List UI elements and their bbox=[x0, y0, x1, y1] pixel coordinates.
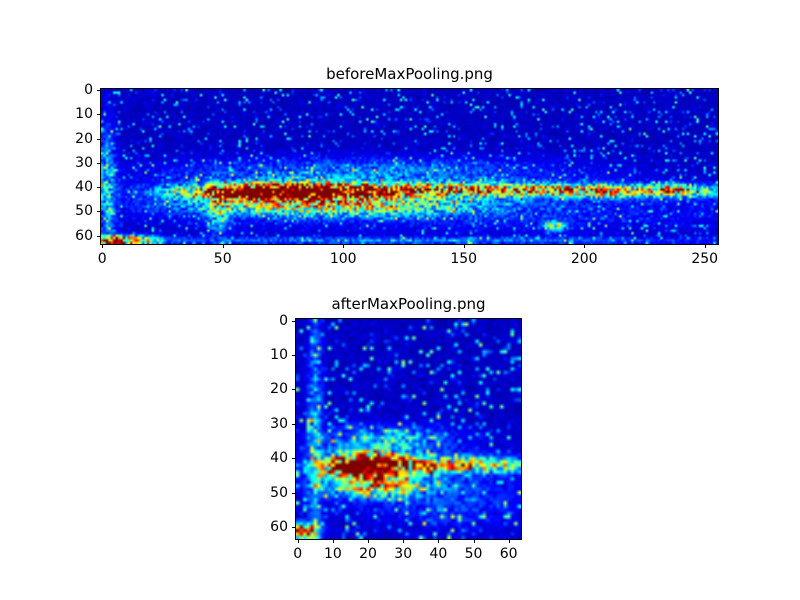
y-tick-mark bbox=[292, 458, 296, 460]
x-tick-mark bbox=[438, 539, 440, 543]
y-tick-mark bbox=[97, 162, 101, 164]
x-tick-mark bbox=[704, 244, 706, 248]
after-maxpooling-heatmap-image bbox=[296, 319, 521, 539]
y-tick-mark bbox=[292, 320, 296, 322]
y-tick-mark bbox=[97, 138, 101, 140]
x-tick-mark bbox=[102, 244, 104, 248]
x-tick-label: 60 bbox=[499, 546, 518, 562]
y-tick-label: 20 bbox=[270, 381, 288, 398]
y-tick-mark bbox=[292, 492, 296, 494]
y-tick-label: 40 bbox=[270, 450, 288, 467]
x-tick-mark bbox=[297, 539, 299, 543]
x-tick-label: 150 bbox=[450, 251, 478, 267]
y-tick-label: 50 bbox=[75, 203, 93, 220]
y-tick-label: 0 bbox=[279, 312, 288, 329]
y-tick-mark bbox=[97, 235, 101, 237]
y-tick-label: 30 bbox=[270, 415, 288, 432]
x-tick-label: 0 bbox=[97, 251, 107, 267]
y-tick-mark bbox=[97, 211, 101, 213]
y-tick-label: 20 bbox=[75, 130, 93, 147]
plot-title-after: afterMaxPooling.png bbox=[331, 295, 486, 313]
y-tick-label: 10 bbox=[75, 106, 93, 123]
x-tick-label: 100 bbox=[329, 251, 357, 267]
y-tick-label: 60 bbox=[75, 227, 93, 244]
x-tick-label: 50 bbox=[464, 546, 483, 562]
y-tick-mark bbox=[97, 90, 101, 92]
x-tick-mark bbox=[584, 244, 586, 248]
y-tick-label: 10 bbox=[270, 347, 288, 364]
y-tick-label: 0 bbox=[84, 82, 93, 99]
x-tick-label: 10 bbox=[323, 546, 342, 562]
y-tick-label: 40 bbox=[75, 179, 93, 196]
x-tick-mark bbox=[332, 539, 334, 543]
y-tick-mark bbox=[292, 526, 296, 528]
before-maxpooling-heatmap-image bbox=[101, 89, 718, 244]
x-tick-mark bbox=[463, 244, 465, 248]
before-maxpooling-plot: beforeMaxPooling.png 0 50 100 150 200 250 0 10 2… bbox=[75, 65, 719, 267]
y-tick-mark bbox=[97, 187, 101, 189]
y-tick-label: 50 bbox=[270, 484, 288, 501]
x-tick-mark bbox=[473, 539, 475, 543]
y-tick-mark bbox=[292, 389, 296, 391]
x-tick-mark bbox=[222, 244, 224, 248]
y-tick-mark bbox=[97, 114, 101, 116]
x-tick-label: 250 bbox=[691, 251, 719, 267]
y-tick-mark bbox=[292, 423, 296, 425]
x-tick-label: 20 bbox=[359, 546, 377, 562]
x-tick-label: 0 bbox=[293, 546, 303, 562]
x-tick-label: 50 bbox=[213, 251, 232, 267]
y-tick-label: 60 bbox=[270, 518, 288, 535]
x-tick-label: 200 bbox=[570, 251, 598, 267]
y-tick-mark bbox=[292, 355, 296, 357]
y-tick-label: 30 bbox=[75, 154, 93, 171]
x-tick-mark bbox=[403, 539, 405, 543]
x-tick-label: 40 bbox=[429, 546, 448, 562]
after-maxpooling-plot: afterMaxPooling.png 0 10 20 30 40 50 60 0 10 20 30… bbox=[270, 295, 522, 562]
x-tick-label: 30 bbox=[394, 546, 413, 562]
x-tick-mark bbox=[368, 539, 370, 543]
plot-title-before: beforeMaxPooling.png bbox=[326, 65, 493, 83]
x-tick-mark bbox=[343, 244, 345, 248]
x-tick-mark bbox=[508, 539, 510, 543]
